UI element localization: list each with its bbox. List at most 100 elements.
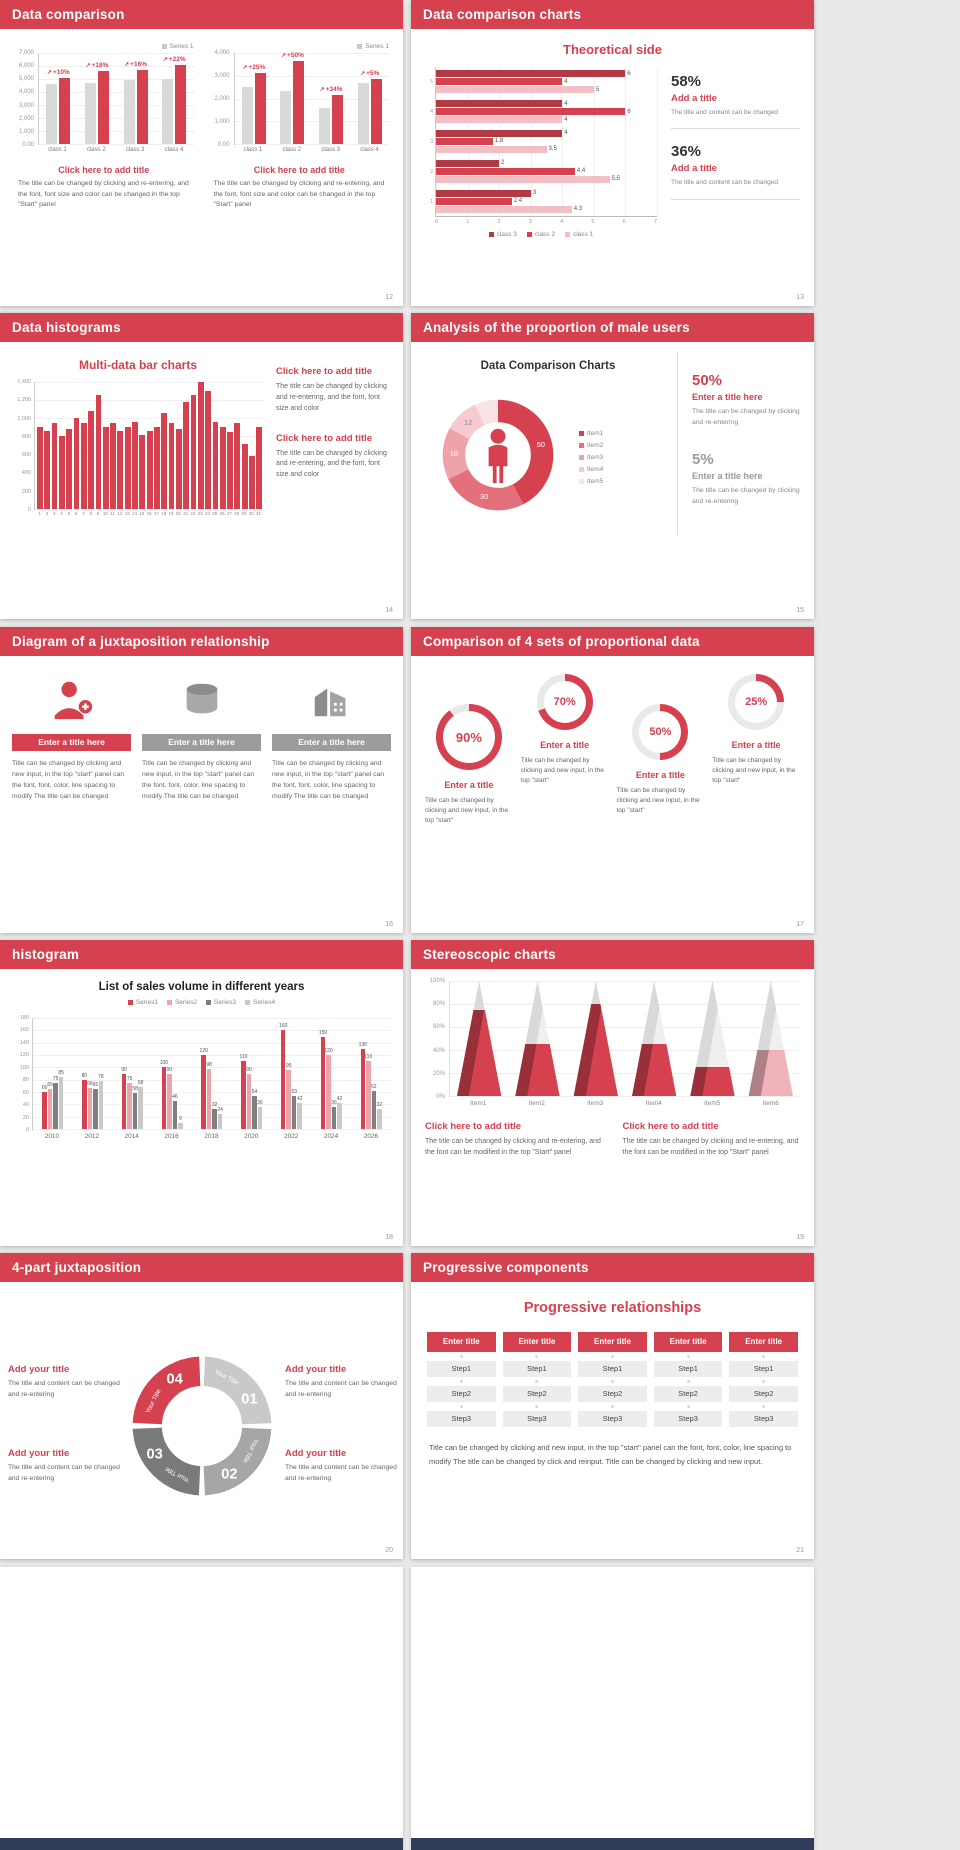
cn-tri — [573, 1004, 618, 1096]
slide-juxtaposition-diagram[interactable]: Diagram of a juxtaposition relationship … — [0, 627, 403, 933]
hb-glabs: 5 4 3 2 1 — [425, 67, 435, 217]
hb-val: 1.8 — [494, 138, 504, 145]
stat-body: The title can be changed by clicking and… — [692, 486, 800, 505]
lg-tx: Item4 — [587, 466, 604, 473]
gp-bar — [58, 1076, 64, 1129]
vb-ylabs: 1,400 1,200 1,000 800 600 400 200 0 — [12, 379, 34, 513]
slide-body: Enter a title here Title can be changed … — [0, 656, 403, 803]
gp-ytick: 60 — [22, 1089, 29, 1096]
vb-xlab: 16 — [146, 511, 152, 516]
ring-column: 50% Enter a title Title can be changed b… — [617, 670, 705, 826]
lg-it: Series1 — [127, 999, 158, 1006]
slide-number: 21 — [796, 1547, 804, 1554]
lg-tx: Series2 — [174, 999, 197, 1006]
cn-tri — [456, 1009, 502, 1096]
stp-dot — [459, 1380, 463, 1383]
slide-title-bar: Comparison of 4 sets of proportional dat… — [411, 627, 814, 656]
vb-bar — [117, 431, 124, 509]
slide-title-text: Comparison of 4 sets of proportional dat… — [423, 634, 700, 649]
gp-barcol: 54 — [252, 1018, 257, 1129]
slide-proportional-data[interactable]: Comparison of 4 sets of proportional dat… — [411, 627, 814, 933]
gp-bar — [127, 1082, 132, 1129]
slide-partial-next-left[interactable] — [0, 1567, 403, 1850]
vb-xlab: 19 — [168, 511, 174, 516]
hb-bar — [436, 129, 563, 137]
slide-4-part-juxtaposition[interactable]: 4-part juxtaposition 01 Your Title 02 Your … — [0, 1253, 403, 1559]
s21step: Step2 — [427, 1386, 496, 1402]
vb-ytick: 800 — [21, 433, 31, 440]
hb-xtick: 0 — [435, 219, 439, 225]
gp-val: 110 — [364, 1054, 373, 1061]
slide-histogram[interactable]: histogram List of sales volume in differ… — [0, 940, 403, 1246]
vb-bars — [35, 382, 264, 509]
ring-title: Enter a title — [540, 740, 590, 750]
gridline — [39, 53, 194, 54]
mc-wrap: 7,000 6,000 5,000 4,000 3,000 2,000 1,000 0.00 ↗… — [14, 50, 194, 148]
gp-barcol: 150 — [319, 1018, 327, 1129]
vb-xlab: 17 — [153, 511, 159, 516]
gp-val: 78 — [98, 1073, 104, 1080]
gp-bar — [360, 1048, 365, 1129]
slide-title-bar: 4-part juxtaposition — [0, 1253, 403, 1282]
gp-val: 32 — [211, 1102, 218, 1109]
hb-bar — [436, 86, 594, 94]
gridline — [39, 79, 194, 80]
hb-val: 6 — [627, 108, 631, 115]
s21col: Enter title Step1 Step2 Step3 — [578, 1332, 647, 1427]
slide-title-text: Stereoscopic charts — [423, 947, 556, 962]
vb-xlab: 21 — [183, 511, 189, 516]
gp-val: 46 — [172, 1093, 178, 1100]
gp-barcol: 110 — [239, 1018, 247, 1129]
hb-row: 6 — [436, 108, 657, 116]
mc-group: ↗+25% — [238, 53, 270, 144]
slide-number: 14 — [385, 607, 393, 614]
gp-group: 110 90 54 36 — [239, 1018, 263, 1129]
slide-data-histograms[interactable]: Data histograms Multi-data bar charts 1,… — [0, 313, 403, 619]
vb-bar — [95, 394, 102, 509]
slide-data-comparison[interactable]: Data comparison Series 1 7,000 6,000 5,000 4… — [0, 0, 403, 306]
s21step: Step2 — [653, 1386, 723, 1402]
slide-title-bar: histogram — [0, 940, 403, 969]
grouped-column-chart: Series 1 7,000 6,000 5,000 4,000 3,000 2,000 1,… — [14, 41, 194, 153]
gp-val: 120 — [324, 1048, 333, 1055]
gridline — [39, 66, 194, 67]
slide-number: 17 — [796, 921, 804, 928]
mc-plot: ↗+10% ↗+18% ↗+16% ↗+22% — [38, 53, 194, 145]
slide-partial-next-right[interactable] — [411, 1567, 814, 1850]
slide-progressive-components[interactable]: Progressive components Progressive relat… — [411, 1253, 814, 1559]
slide-title-bar: Data histograms — [0, 313, 403, 342]
gp-bar — [366, 1061, 371, 1129]
slide-title-text: 4-part juxtaposition — [12, 1260, 142, 1275]
progress-ring: 25% — [728, 674, 785, 730]
cn-cats: Item1 Item2 Item3 Item4 Item5 Item6 — [449, 1100, 800, 1107]
hb-group: 4 1.8 3.5 — [436, 129, 657, 153]
donut-chart-svg: 50 30 18 12 — [442, 399, 554, 511]
gp-barcol: 36 — [257, 1018, 263, 1129]
vb-bar — [168, 422, 175, 509]
vb-bar — [256, 427, 263, 509]
mc-cat: class 1 — [48, 147, 67, 153]
gridline — [33, 1104, 391, 1106]
gp-ytick: 0 — [25, 1127, 29, 1133]
slide-stereoscopic-charts[interactable]: Stereoscopic charts 100% 80% 60% 40% 20% 0% It… — [411, 940, 814, 1246]
mc-group: ↗+50% — [276, 52, 308, 144]
growth-arrow-icon: ↗ — [360, 71, 366, 78]
slide-male-users-proportion[interactable]: Analysis of the proportion of male users… — [411, 313, 814, 619]
ring-percent: 90% — [455, 729, 482, 745]
mc-ytick: 0.00 — [22, 142, 34, 148]
text-block: Click here to add title The title can be… — [425, 1121, 603, 1159]
gp-barcol: 9 — [178, 1018, 183, 1129]
gp-bar — [161, 1067, 167, 1129]
lg-sq — [579, 431, 584, 436]
mc-grow: ↗+16% — [124, 60, 147, 68]
hb-glab: 4 — [430, 109, 433, 115]
mc-bar — [254, 73, 266, 144]
slide-data-comparison-charts[interactable]: Data comparison charts Theoretical side … — [411, 0, 814, 306]
block-title: Add your title — [285, 1364, 347, 1375]
slide-number: 19 — [796, 1234, 804, 1241]
cn-cell — [567, 981, 625, 1096]
mc-ytick: 4,000 — [18, 89, 34, 96]
chart-block-left: Series 1 7,000 6,000 5,000 4,000 3,000 2,000 1,… — [14, 41, 194, 211]
gridline — [33, 1018, 391, 1019]
cn-cell — [508, 981, 566, 1096]
